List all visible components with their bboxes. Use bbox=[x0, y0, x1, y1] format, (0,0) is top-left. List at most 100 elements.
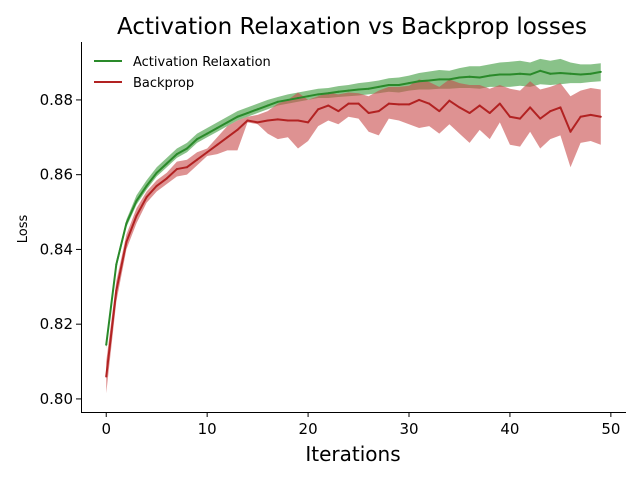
data-point bbox=[266, 104, 269, 107]
data-point bbox=[135, 214, 138, 217]
x-ticks: 0 10 20 30 40 50 bbox=[101, 412, 620, 438]
series-line-1 bbox=[105, 98, 601, 377]
data-point bbox=[529, 106, 532, 109]
y-tick-label: 0.88 bbox=[40, 91, 73, 109]
data-point bbox=[347, 102, 350, 105]
data-point bbox=[549, 72, 552, 75]
confidence-bands bbox=[106, 58, 601, 394]
data-point bbox=[307, 121, 310, 124]
legend-label-1: Backprop bbox=[133, 76, 194, 91]
data-point bbox=[135, 199, 138, 202]
data-point bbox=[236, 128, 239, 131]
data-point bbox=[357, 88, 360, 91]
data-point bbox=[367, 87, 370, 90]
data-point bbox=[367, 112, 370, 115]
data-point bbox=[377, 110, 380, 113]
data-point bbox=[418, 98, 421, 101]
data-point bbox=[115, 289, 118, 292]
data-point bbox=[317, 108, 320, 111]
y-tick-label: 0.84 bbox=[40, 240, 73, 258]
plot-area bbox=[105, 58, 602, 394]
data-point bbox=[165, 177, 168, 180]
data-point bbox=[418, 80, 421, 83]
data-point bbox=[226, 136, 229, 139]
data-point bbox=[357, 102, 360, 105]
x-tick-label: 50 bbox=[601, 420, 620, 438]
x-tick-label: 30 bbox=[399, 420, 418, 438]
data-point bbox=[387, 102, 390, 105]
data-point bbox=[569, 72, 572, 75]
data-point bbox=[175, 153, 178, 156]
x-tick-label: 20 bbox=[299, 420, 318, 438]
data-point bbox=[165, 162, 168, 165]
x-tick-label: 40 bbox=[500, 420, 519, 438]
data-point bbox=[508, 73, 511, 76]
data-point bbox=[599, 70, 602, 73]
data-point bbox=[125, 222, 128, 225]
data-point bbox=[559, 72, 562, 75]
data-point bbox=[307, 95, 310, 98]
legend: Activation Relaxation Backprop bbox=[94, 55, 271, 91]
data-point bbox=[317, 93, 320, 96]
data-point bbox=[498, 73, 501, 76]
data-point bbox=[478, 76, 481, 79]
data-point bbox=[155, 171, 158, 174]
data-point bbox=[539, 117, 542, 120]
data-point bbox=[216, 143, 219, 146]
data-point bbox=[337, 110, 340, 113]
data-point bbox=[155, 184, 158, 187]
data-point bbox=[377, 85, 380, 88]
x-axis-label: Iterations bbox=[305, 442, 400, 466]
data-point bbox=[478, 104, 481, 107]
data-point bbox=[397, 103, 400, 106]
data-point bbox=[145, 184, 148, 187]
data-point bbox=[226, 121, 229, 124]
data-point bbox=[468, 112, 471, 115]
data-point bbox=[579, 73, 582, 76]
data-point bbox=[256, 121, 259, 124]
data-point bbox=[408, 103, 411, 106]
data-point bbox=[276, 100, 279, 103]
data-point bbox=[438, 78, 441, 81]
data-point bbox=[246, 119, 249, 122]
data-point bbox=[206, 132, 209, 135]
y-axis-label: Loss bbox=[16, 215, 31, 244]
y-ticks: 0.80 0.82 0.84 0.86 0.88 bbox=[40, 91, 81, 408]
data-point bbox=[286, 98, 289, 101]
data-point bbox=[559, 106, 562, 109]
data-point bbox=[589, 72, 592, 75]
data-point bbox=[246, 112, 249, 115]
data-point bbox=[519, 72, 522, 75]
chart-title: Activation Relaxation vs Backprop losses bbox=[117, 14, 587, 40]
x-tick-label: 10 bbox=[198, 420, 217, 438]
y-tick-label: 0.86 bbox=[40, 166, 73, 184]
data-point bbox=[175, 168, 178, 171]
data-point bbox=[448, 78, 451, 81]
data-point bbox=[428, 102, 431, 105]
data-point bbox=[579, 115, 582, 118]
data-point bbox=[488, 112, 491, 115]
series-band-1 bbox=[106, 79, 601, 394]
data-point bbox=[125, 240, 128, 243]
data-point bbox=[539, 69, 542, 72]
data-point bbox=[296, 119, 299, 122]
y-tick-label: 0.82 bbox=[40, 315, 73, 333]
data-point bbox=[599, 115, 602, 118]
data-point bbox=[327, 104, 330, 107]
data-point bbox=[337, 90, 340, 93]
data-point bbox=[206, 151, 209, 154]
data-point bbox=[286, 119, 289, 122]
data-point bbox=[256, 108, 259, 111]
data-point bbox=[185, 166, 188, 169]
data-point bbox=[549, 110, 552, 113]
data-point bbox=[387, 83, 390, 86]
data-point bbox=[105, 375, 108, 378]
data-point bbox=[276, 118, 279, 121]
data-point bbox=[569, 130, 572, 133]
x-tick-label: 0 bbox=[101, 420, 111, 438]
data-point bbox=[196, 138, 199, 141]
data-point bbox=[529, 73, 532, 76]
data-point bbox=[408, 82, 411, 85]
data-point bbox=[438, 110, 441, 113]
